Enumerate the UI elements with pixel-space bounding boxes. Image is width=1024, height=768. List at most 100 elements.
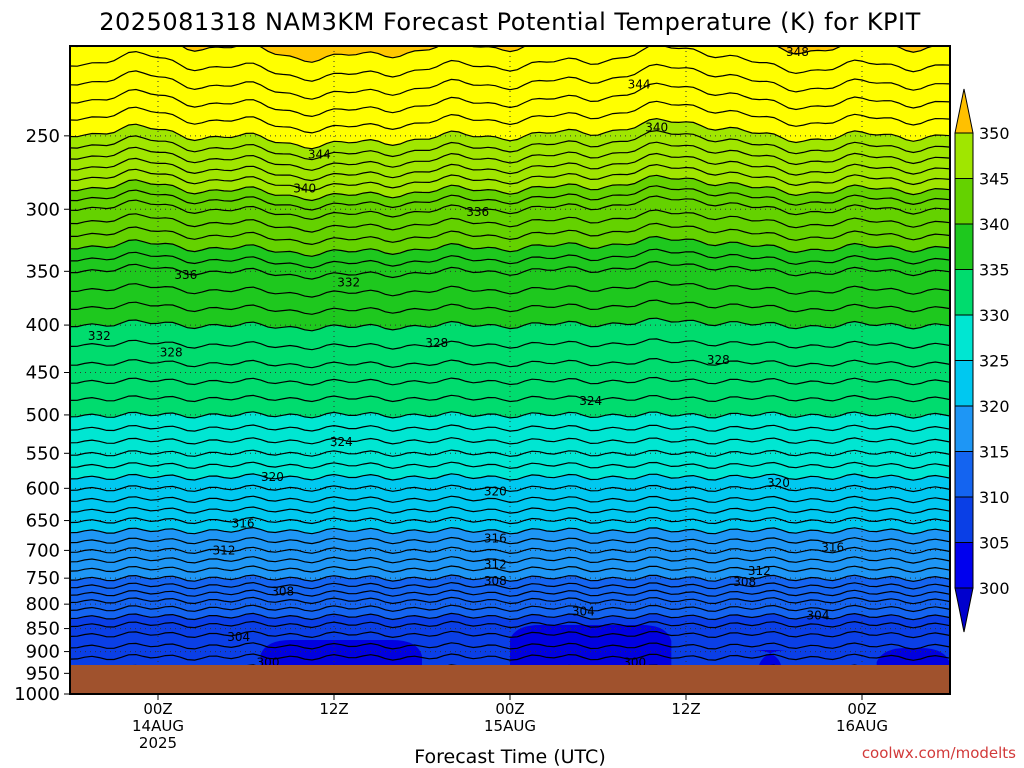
- contour-line-345: [70, 117, 950, 150]
- contour-line-341: [70, 163, 950, 192]
- contour-line-319: [70, 484, 950, 493]
- contour-label-316: 316: [484, 532, 507, 546]
- y-tick-label-350: 350: [26, 261, 60, 282]
- colorbar-label-350: 350: [979, 124, 1010, 143]
- contour-line-303: [70, 630, 950, 639]
- contour-line-302: [70, 642, 950, 650]
- contour-label-332: 332: [88, 329, 111, 343]
- contour-line-308: [70, 589, 950, 598]
- colorbar-label-300: 300: [979, 579, 1010, 598]
- ground-surface: [70, 665, 950, 694]
- y-tick-label-1000: 1000: [14, 684, 60, 705]
- contour-label-308: 308: [733, 575, 756, 589]
- contour-line-327: [70, 376, 950, 386]
- y-tick-label-750: 750: [26, 568, 60, 589]
- colorbar-segment-320: [954, 360, 974, 407]
- y-tick-label-950: 950: [26, 663, 60, 684]
- contour-line-346: [70, 100, 950, 134]
- contour-label-328: 328: [160, 345, 183, 359]
- contour-line-317: [70, 506, 950, 514]
- contour-label-312: 312: [213, 543, 236, 557]
- contour-label-308: 308: [484, 574, 507, 588]
- contour-line-340: [70, 174, 950, 202]
- contour-line-333: [70, 260, 950, 280]
- contour-line-348: [70, 63, 950, 100]
- grid-lines: [70, 46, 950, 694]
- y-tick-label-550: 550: [26, 443, 60, 464]
- x-tick-label-4-0: 00Z: [847, 700, 876, 718]
- contour-line-307: [70, 596, 950, 605]
- contour-line-310: [70, 574, 950, 583]
- colorbar-label-325: 325: [979, 352, 1010, 371]
- x-tick-label-2-1: 15AUG: [484, 717, 536, 735]
- colorbar-segment-325: [954, 314, 974, 361]
- y-tick-label-850: 850: [26, 619, 60, 640]
- contour-line-315: [70, 526, 950, 535]
- x-axis-title: Forecast Time (UTC): [414, 746, 605, 768]
- contour-line-337: [70, 209, 950, 233]
- colorbar-label-305: 305: [979, 534, 1010, 553]
- contour-label-336: 336: [466, 205, 489, 219]
- colorbar-label-335: 335: [979, 261, 1010, 280]
- x-tick-label-0-1: 14AUG: [132, 717, 184, 735]
- y-tick-label-300: 300: [26, 199, 60, 220]
- contour-line-329: [70, 338, 950, 351]
- x-tick-label-2-0: 00Z: [495, 700, 524, 718]
- colorbar-segment-315: [954, 405, 974, 452]
- credit-text: coolwx.com/modelts: [862, 744, 1016, 762]
- colorbar-segment-310: [954, 451, 974, 498]
- contour-label-320: 320: [261, 470, 284, 484]
- contour-label-328: 328: [707, 353, 730, 367]
- contour-label-344: 344: [308, 148, 331, 162]
- contour-label-340: 340: [645, 121, 668, 135]
- y-tick-label-450: 450: [26, 363, 60, 384]
- contour-line-320: [70, 473, 950, 481]
- contour-line-309: [70, 581, 950, 590]
- contour-line-331: [70, 299, 950, 315]
- colorbar-segment-335: [954, 223, 974, 270]
- contour-line-316: [70, 516, 950, 525]
- contour-line-349: [70, 46, 950, 82]
- colorbar: 300 305 310 315 320 325 330 335 340 345 350: [954, 88, 1010, 633]
- contour-line-311: [70, 565, 950, 573]
- x-tick-label-0-0: 00Z: [143, 700, 172, 718]
- contour-line-306: [70, 604, 950, 613]
- colorbar-label-330: 330: [979, 306, 1010, 325]
- colorbar-segment-330: [954, 269, 974, 316]
- colorbar-arrow-bottom: [954, 587, 974, 633]
- contour-line-312: [70, 556, 950, 564]
- contour-line-314: [70, 536, 950, 545]
- contour-line-324: [70, 424, 950, 432]
- colorbar-segment-345: [954, 132, 974, 179]
- contour-line-304: [70, 620, 950, 629]
- contour-line-332: [70, 280, 950, 298]
- contour-line-301: [70, 653, 950, 661]
- contour-line-344: [70, 129, 950, 161]
- contour-label-312: 312: [748, 564, 771, 578]
- contour-line-328: [70, 357, 950, 369]
- y-tick-label-250: 250: [26, 126, 60, 147]
- contour-label-340: 340: [293, 182, 316, 196]
- x-tick-label-1-0: 12Z: [319, 700, 348, 718]
- contour-line-322: [70, 449, 950, 458]
- colorbar-segment-300: [954, 542, 974, 589]
- colorbar-label-315: 315: [979, 443, 1010, 462]
- contour-line-326: [70, 394, 950, 403]
- y-tick-label-800: 800: [26, 594, 60, 615]
- contour-label-320: 320: [484, 485, 507, 499]
- contour-label-324: 324: [579, 394, 602, 408]
- contour-line-313: [70, 546, 950, 555]
- contour-label-312: 312: [484, 558, 507, 572]
- colorbar-arrow-top: [954, 88, 974, 134]
- contour-line-339: [70, 185, 950, 211]
- contour-line-336: [70, 222, 950, 246]
- contour-label-316: 316: [232, 517, 255, 531]
- contour-label-308: 308: [271, 584, 294, 598]
- chart-title: 2025081318 NAM3KM Forecast Potential Tem…: [99, 8, 921, 36]
- contour-label-328: 328: [425, 336, 448, 350]
- contour-line-321: [70, 461, 950, 470]
